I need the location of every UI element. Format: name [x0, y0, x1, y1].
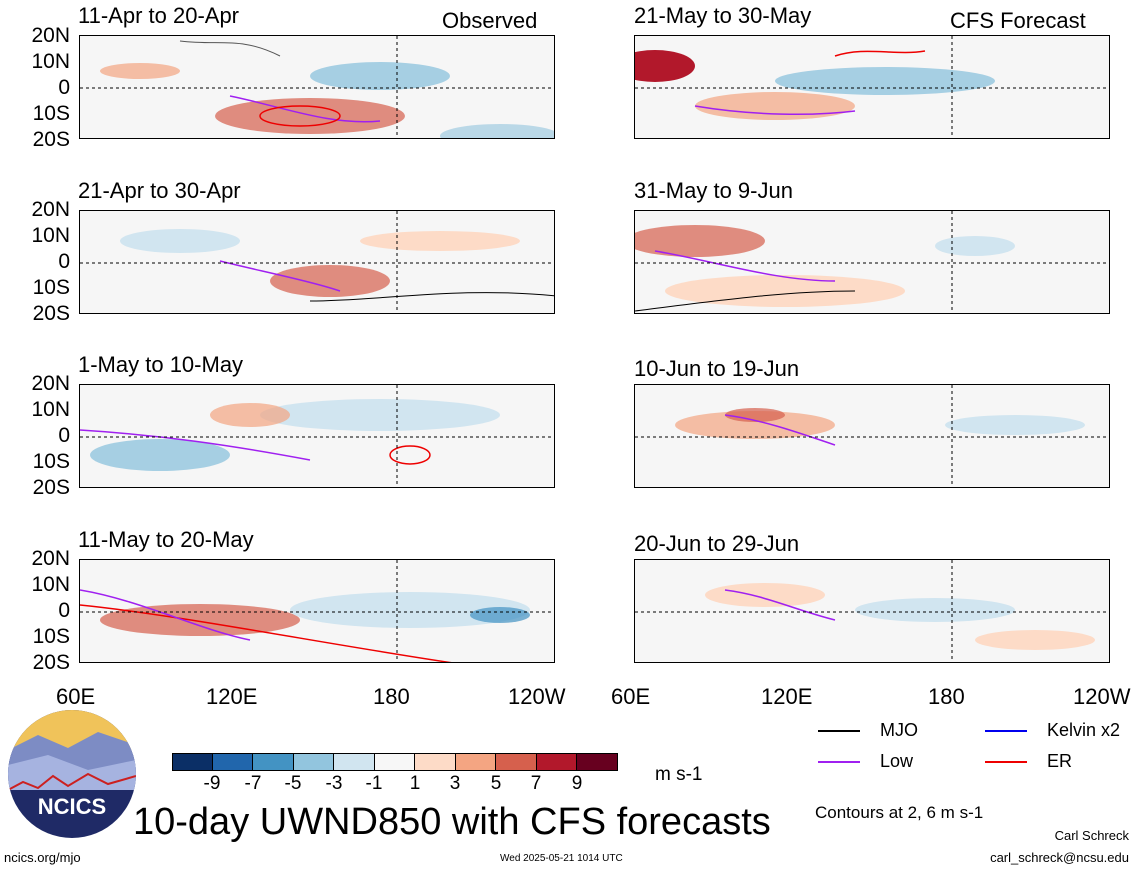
lat-label: 20N — [31, 547, 70, 570]
colorbar-tick: -1 — [365, 773, 383, 794]
lat-label: 0 — [58, 76, 70, 99]
colorbar-tick: 1 — [409, 773, 421, 794]
colorbar-frame — [172, 753, 618, 771]
colorbar-segment — [212, 753, 253, 771]
lat-label: 10S — [32, 276, 70, 299]
email: carl_schreck@ncsu.edu — [990, 850, 1129, 865]
lon-label: 120E — [206, 684, 258, 709]
lon-label: 120E — [761, 684, 813, 709]
lat-label: 20N — [31, 372, 70, 395]
source-url: ncics.org/mjo — [4, 850, 81, 865]
lat-label: 20N — [31, 198, 70, 221]
panel-title-obs-3: 1-May to 10-May — [78, 352, 244, 377]
author: Carl Schreck — [1054, 828, 1129, 843]
anomaly-map — [635, 385, 1109, 487]
anomaly-map — [80, 211, 554, 313]
lat-label: 0 — [58, 250, 70, 273]
ncics-logo: NCICS — [8, 710, 136, 838]
legend-line-mjo — [818, 730, 860, 732]
lat-label: 10N — [31, 573, 70, 596]
map-panel-fcst-4 — [634, 559, 1110, 663]
map-panel-fcst-3 — [634, 384, 1110, 488]
lon-label: 120W — [1073, 684, 1131, 709]
lat-label: 20S — [32, 302, 70, 325]
legend-line-er — [985, 761, 1027, 763]
map-panel-obs-3 — [79, 384, 555, 488]
map-panel-obs-1 — [79, 35, 555, 139]
colorbar-segment — [455, 753, 496, 771]
map-panel-obs-2 — [79, 210, 555, 314]
colorbar-segment — [374, 753, 415, 771]
colorbar-segment — [334, 753, 375, 771]
map-panel-fcst-1 — [634, 35, 1110, 139]
panel-title-fcst-4: 20-Jun to 29-Jun — [634, 531, 800, 556]
colorbar-tick: 9 — [571, 773, 583, 794]
legend-label-low: Low — [880, 751, 914, 771]
lat-label: 0 — [58, 599, 70, 622]
lat-label: 10N — [31, 398, 70, 421]
anomaly-map — [635, 560, 1109, 662]
legend-label-er: ER — [1047, 751, 1073, 771]
colorbar-tick: -9 — [203, 773, 221, 794]
lat-label: 10S — [32, 102, 70, 125]
lon-label: 120W — [508, 684, 566, 709]
lat-label: 20N — [31, 24, 70, 47]
lat-label: 20S — [32, 651, 70, 674]
panel-title-obs-2: 21-Apr to 30-Apr — [78, 178, 241, 203]
colorbar-tick: 3 — [449, 773, 461, 794]
lat-label: 10N — [31, 224, 70, 247]
logo-text: NCICS — [37, 794, 107, 819]
lon-label: 60E — [611, 684, 651, 709]
lat-label: 10S — [32, 625, 70, 648]
anomaly-map — [635, 36, 1109, 138]
lat-label: 10N — [31, 50, 70, 73]
colorbar-segment — [293, 753, 334, 771]
map-panel-fcst-2 — [634, 210, 1110, 314]
colorbar-tick: -7 — [244, 773, 262, 794]
panel-title-fcst-1: 21-May to 30-May — [634, 3, 812, 28]
lon-label: 180 — [373, 684, 410, 709]
colorbar-tick: 5 — [490, 773, 502, 794]
map-panel-obs-4 — [79, 559, 555, 663]
anomaly-map — [80, 36, 554, 138]
colorbar-tick: -5 — [284, 773, 302, 794]
colorbar-segment — [496, 753, 537, 771]
panel-title-obs-1: 11-Apr to 20-Apr — [78, 3, 240, 28]
legend-line-kelvin — [985, 730, 1027, 732]
lon-label: 180 — [928, 684, 965, 709]
panel-title-obs-4: 11-May to 20-May — [78, 527, 254, 552]
colorbar-tick: -3 — [325, 773, 343, 794]
legend-label-kelvin: Kelvin x2 — [1047, 720, 1121, 740]
colorbar-unit: m s-1 — [655, 764, 703, 785]
anomaly-map — [80, 385, 554, 487]
colorbar-segment — [577, 753, 618, 771]
panel-title-fcst-3: 10-Jun to 19-Jun — [634, 356, 800, 381]
lon-label: 60E — [56, 684, 96, 709]
anomaly-map — [80, 560, 554, 662]
figure-title: 10-day UWND850 with CFS forecasts — [133, 801, 771, 843]
legend-line-low — [818, 761, 860, 763]
timestamp: Wed 2025-05-21 1014 UTC — [500, 853, 623, 864]
contour-note: Contours at 2, 6 m s-1 — [815, 803, 984, 822]
forecast-label: CFS Forecast — [950, 8, 1086, 33]
lat-label: 20S — [32, 476, 70, 499]
lat-label: 0 — [58, 424, 70, 447]
colorbar-tick: 7 — [530, 773, 542, 794]
colorbar-segment — [536, 753, 577, 771]
lat-label: 20S — [32, 128, 70, 151]
lat-label: 10S — [32, 450, 70, 473]
colorbar-segment — [172, 753, 213, 771]
colorbar-segment — [253, 753, 294, 771]
legend-label-mjo: MJO — [880, 720, 918, 740]
colorbar-segment — [415, 753, 456, 771]
observed-label: Observed — [442, 8, 538, 33]
anomaly-map — [635, 211, 1109, 313]
panel-title-fcst-2: 31-May to 9-Jun — [634, 178, 793, 203]
